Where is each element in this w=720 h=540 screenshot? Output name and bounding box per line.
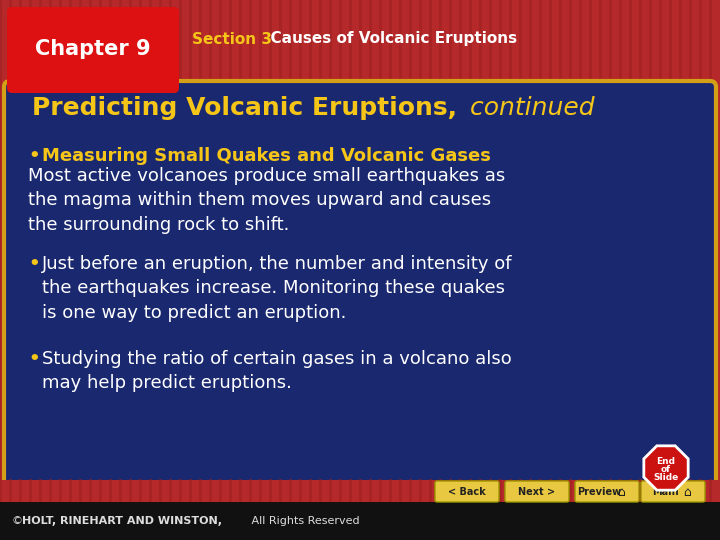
FancyBboxPatch shape (641, 481, 705, 502)
Text: Studying the ratio of certain gases in a volcano also
may help predict eruptions: Studying the ratio of certain gases in a… (42, 350, 512, 392)
Text: All Rights Reserved: All Rights Reserved (248, 516, 359, 526)
Text: Slide: Slide (653, 472, 679, 482)
Text: Chapter 9: Chapter 9 (35, 39, 150, 59)
Text: ©: © (12, 516, 27, 526)
Text: Most active volcanoes produce small earthquakes as
the magma within them moves u: Most active volcanoes produce small eart… (28, 167, 505, 234)
Text: •: • (28, 147, 40, 165)
Text: continued: continued (462, 96, 595, 120)
FancyBboxPatch shape (7, 7, 179, 93)
Text: •: • (28, 255, 40, 273)
FancyBboxPatch shape (575, 481, 639, 502)
Text: Next >: Next > (518, 487, 556, 497)
Text: Main: Main (652, 487, 678, 497)
Text: End: End (657, 456, 675, 465)
Bar (0, 480, 720, 502)
Text: HOLT, RINEHART AND WINSTON,: HOLT, RINEHART AND WINSTON, (22, 516, 222, 526)
Text: Measuring Small Quakes and Volcanic Gases: Measuring Small Quakes and Volcanic Gase… (42, 147, 491, 165)
Bar (0, 502, 720, 540)
FancyBboxPatch shape (505, 481, 569, 502)
Text: Predicting Volcanic Eruptions,: Predicting Volcanic Eruptions, (32, 96, 457, 120)
Text: of: of (661, 464, 671, 474)
FancyBboxPatch shape (435, 481, 499, 502)
Text: ⌂: ⌂ (683, 485, 691, 498)
Text: Just before an eruption, the number and intensity of
the earthquakes increase. M: Just before an eruption, the number and … (42, 255, 513, 322)
Text: •: • (28, 350, 40, 368)
Text: Preview: Preview (577, 487, 621, 497)
FancyBboxPatch shape (4, 81, 716, 508)
Text: < Back: < Back (448, 487, 486, 497)
Text: Section 3: Section 3 (192, 31, 272, 46)
Text: ⌂: ⌂ (617, 485, 625, 498)
Text: Causes of Volcanic Eruptions: Causes of Volcanic Eruptions (260, 31, 517, 46)
Polygon shape (644, 446, 688, 490)
